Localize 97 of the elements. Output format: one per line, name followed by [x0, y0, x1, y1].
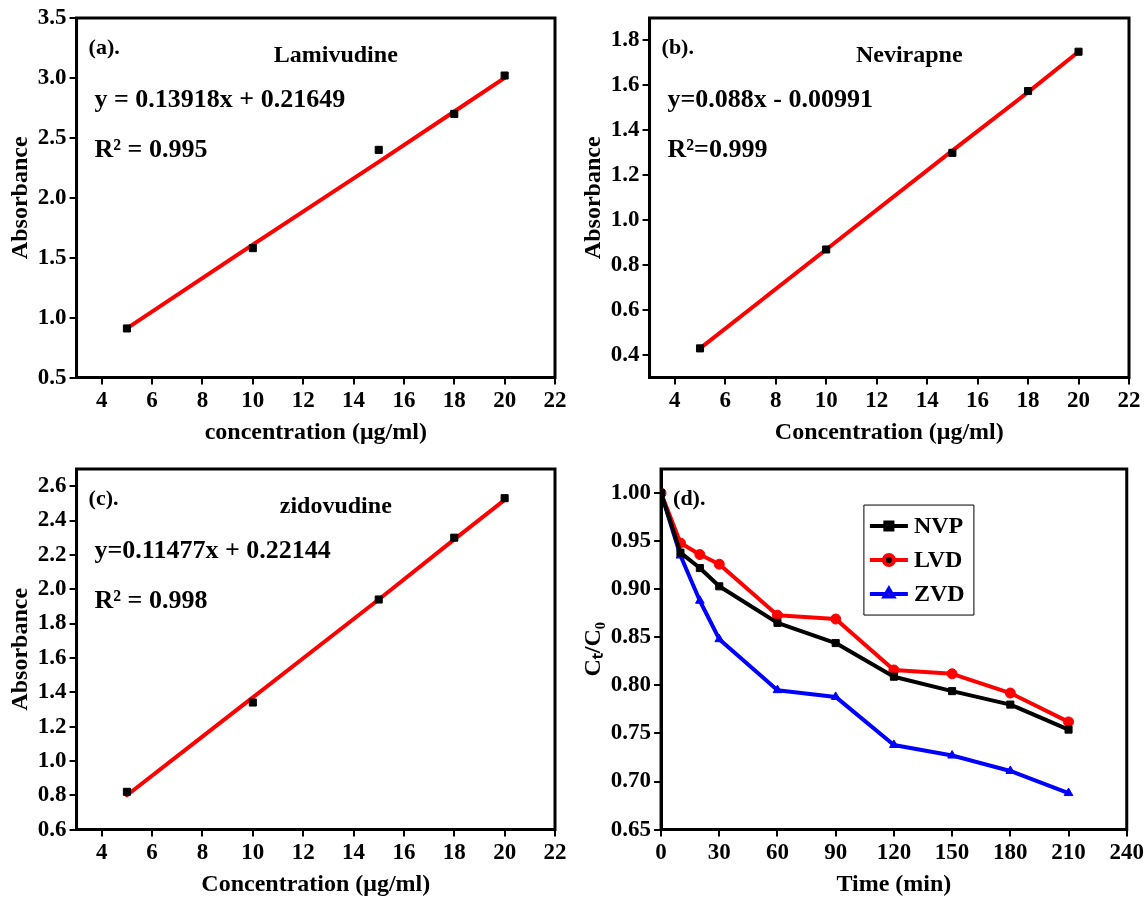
- x-tick-label: 18: [442, 839, 466, 865]
- y-tick-label: 0.5: [37, 363, 67, 389]
- y-tick-label: 1.00: [610, 478, 652, 504]
- x-tick-label: 90: [824, 839, 848, 865]
- x-tick-label: 180: [993, 839, 1028, 865]
- y-tick-label: 2.6: [37, 472, 67, 498]
- annotation: R² = 0.998: [94, 584, 208, 614]
- x-tick-label: 18: [1016, 387, 1040, 413]
- x-tick-label: 16: [966, 387, 990, 413]
- annotation: R² = 0.995: [94, 133, 208, 163]
- x-tick-label: 18: [442, 387, 466, 413]
- annotation: (a).: [88, 33, 120, 59]
- x-tick-label: 240: [1109, 839, 1144, 865]
- y-tick-label: 0.6: [610, 296, 640, 322]
- y-axis-title: Cₜ/C₀: [578, 622, 605, 677]
- x-axis-title: Concentration (μg/ml): [201, 869, 431, 896]
- y-tick-label: 1.2: [37, 712, 67, 738]
- x-axis-title: Time (min): [836, 869, 952, 896]
- x-tick-label: 10: [241, 387, 265, 413]
- x-tick-label: 20: [1067, 387, 1091, 413]
- annotation: y = 0.13918x + 0.21649: [94, 83, 346, 113]
- y-tick-label: 1.4: [37, 678, 68, 704]
- x-tick-label: 210: [1051, 839, 1086, 865]
- y-tick-label: 1.5: [37, 243, 67, 269]
- y-tick-label: 0.8: [37, 781, 67, 807]
- x-tick-label: 10: [241, 839, 265, 865]
- y-tick-label: 1.2: [610, 161, 640, 187]
- y-tick-label: 2.0: [37, 575, 67, 601]
- x-tick-label: 16: [392, 387, 416, 413]
- annotation: (b).: [661, 33, 694, 59]
- x-tick-label: 8: [196, 839, 209, 865]
- x-tick-label: 16: [392, 839, 416, 865]
- y-tick-label: 1.0: [37, 746, 67, 772]
- x-tick-label: 8: [196, 387, 209, 413]
- legend-label: NVP: [913, 512, 964, 539]
- y-tick-label: 2.2: [37, 540, 67, 566]
- x-tick-label: 12: [865, 387, 889, 413]
- x-tick-label: 22: [543, 387, 567, 413]
- x-tick-label: 14: [342, 839, 366, 865]
- x-tick-label: 6: [146, 387, 158, 413]
- legend-label: ZVD: [913, 580, 965, 607]
- y-tick-label: 1.4: [610, 116, 641, 142]
- y-axis-title: Absorbance: [5, 587, 32, 711]
- y-tick-label: 1.0: [37, 303, 67, 329]
- y-tick-label: 1.6: [37, 643, 67, 669]
- annotation: (c).: [88, 484, 119, 510]
- x-tick-label: 30: [707, 839, 731, 865]
- annotation: y=0.088x - 0.00991: [667, 83, 874, 113]
- y-tick-label: 0.75: [610, 719, 652, 745]
- x-tick-label: 4: [95, 839, 108, 865]
- x-tick-label: 20: [493, 387, 517, 413]
- x-tick-label: 8: [769, 387, 782, 413]
- x-tick-label: 6: [146, 839, 158, 865]
- text: Lamivudine: [273, 41, 399, 68]
- y-axis-title: Absorbance: [578, 136, 605, 260]
- x-tick-label: 120: [876, 839, 912, 865]
- y-tick-label: 0.65: [610, 815, 652, 841]
- x-axis-title: Concentration (μg/ml): [774, 417, 1004, 444]
- y-tick-label: 0.6: [37, 815, 67, 841]
- x-tick-label: 22: [543, 839, 567, 865]
- text: zidovudine: [279, 492, 393, 519]
- x-tick-label: 14: [915, 387, 940, 413]
- y-tick-label: 3.0: [37, 63, 67, 89]
- y-tick-label: 2.5: [37, 123, 67, 149]
- y-tick-label: 1.8: [610, 26, 640, 52]
- annotation: R²=0.999: [667, 133, 768, 163]
- y-tick-label: 0.90: [610, 575, 652, 601]
- y-tick-label: 0.85: [610, 623, 652, 649]
- x-tick-label: 4: [669, 387, 682, 413]
- x-tick-label: 0: [655, 839, 667, 865]
- x-tick-label: 4: [95, 387, 108, 413]
- x-tick-label: 150: [934, 839, 970, 865]
- x-tick-label: 12: [291, 839, 315, 865]
- x-tick-label: 20: [493, 839, 517, 865]
- y-axis-title: Absorbance: [5, 136, 32, 260]
- y-tick-label: 1.0: [610, 206, 640, 232]
- x-tick-label: 10: [814, 387, 838, 413]
- y-tick-label: 1.6: [610, 71, 640, 97]
- y-tick-label: 3.5: [37, 3, 67, 29]
- annotation: (d).: [673, 484, 706, 510]
- annotation: y=0.11477x + 0.22144: [94, 534, 331, 564]
- x-tick-label: 6: [719, 387, 731, 413]
- x-tick-label: 12: [291, 387, 315, 413]
- y-tick-label: 0.70: [610, 767, 652, 793]
- y-tick-label: 0.95: [610, 527, 652, 553]
- legend-label: LVD: [913, 546, 963, 573]
- x-tick-label: 60: [765, 839, 789, 865]
- y-tick-label: 2.4: [37, 506, 68, 532]
- x-tick-label: 22: [1117, 387, 1141, 413]
- text: Nevirapne: [855, 41, 963, 68]
- y-tick-label: 0.80: [610, 671, 652, 697]
- x-axis-title: concentration (μg/ml): [204, 417, 427, 444]
- y-tick-label: 2.0: [37, 183, 67, 209]
- x-tick-label: 14: [342, 387, 366, 413]
- y-tick-label: 1.8: [37, 609, 67, 635]
- y-tick-label: 0.8: [610, 251, 640, 277]
- y-tick-label: 0.4: [610, 341, 641, 367]
